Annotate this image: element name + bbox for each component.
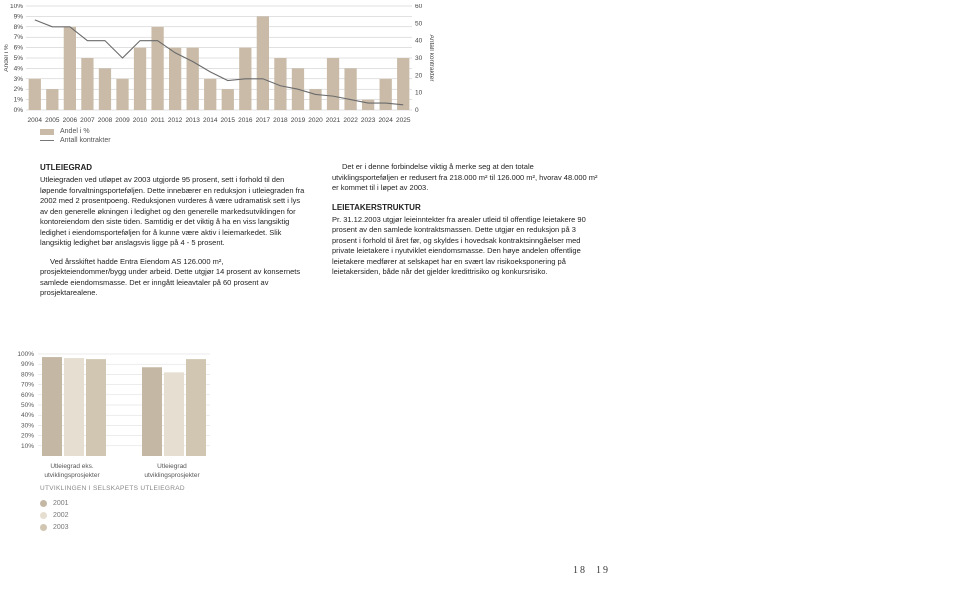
svg-text:60: 60 — [415, 4, 423, 10]
legend-label-1: Andel i % — [60, 128, 90, 135]
para-2: Ved årsskiftet hadde Entra Eiendom AS 12… — [40, 257, 308, 299]
svg-text:2008: 2008 — [98, 117, 113, 124]
bottom-chart-caption: UTVIKLINGEN I SELSKAPETS UTLEIEGRAD — [40, 485, 185, 492]
svg-text:2014: 2014 — [203, 117, 218, 124]
svg-text:10%: 10% — [21, 443, 34, 450]
svg-text:2010: 2010 — [133, 117, 148, 124]
svg-text:Utleiegrad eks.: Utleiegrad eks. — [50, 463, 94, 470]
svg-text:80%: 80% — [21, 371, 34, 378]
svg-text:20%: 20% — [21, 433, 34, 440]
svg-text:2013: 2013 — [185, 117, 200, 124]
svg-text:8%: 8% — [14, 24, 24, 31]
svg-text:2016: 2016 — [238, 117, 253, 124]
para-1: Utleiegraden ved utløpet av 2003 utgjord… — [40, 175, 308, 249]
svg-text:2021: 2021 — [326, 117, 341, 124]
svg-text:2022: 2022 — [343, 117, 358, 124]
svg-text:6%: 6% — [14, 45, 24, 52]
svg-text:40%: 40% — [21, 412, 34, 419]
svg-text:10: 10 — [415, 90, 423, 97]
svg-text:30: 30 — [415, 55, 423, 62]
contract-share-chart: 0% 1% 2% 3% 4% 5% 6% 7% 8% 9% 10% 0 10 20 30 40 50 60 Ande… — [4, 4, 434, 144]
svg-text:9%: 9% — [14, 13, 24, 20]
svg-text:90%: 90% — [21, 361, 34, 368]
legend-label-2: Antall kontrakter — [60, 137, 111, 144]
year-2002: 2002 — [53, 512, 69, 519]
body-text: UTLEIEGRAD Utleiegraden ved utløpet av 2… — [40, 162, 600, 299]
svg-text:2011: 2011 — [151, 117, 165, 124]
year-2001: 2001 — [53, 500, 69, 507]
svg-text:7%: 7% — [14, 34, 24, 41]
heading-leietaker: LEIETAKERSTRUKTUR — [332, 202, 600, 213]
svg-text:2%: 2% — [14, 86, 24, 93]
svg-text:4%: 4% — [14, 65, 24, 72]
svg-text:2015: 2015 — [221, 117, 236, 124]
svg-text:20: 20 — [415, 72, 423, 79]
svg-text:30%: 30% — [21, 422, 34, 429]
svg-text:Antall kontrakter: Antall kontrakter — [428, 35, 434, 83]
svg-text:Andel i %: Andel i % — [4, 44, 10, 72]
svg-text:2007: 2007 — [80, 117, 95, 124]
svg-text:60%: 60% — [21, 392, 34, 399]
svg-text:2025: 2025 — [396, 117, 411, 124]
svg-text:70%: 70% — [21, 382, 34, 389]
svg-text:2005: 2005 — [45, 117, 60, 124]
svg-text:Utleiegrad: Utleiegrad — [157, 463, 187, 470]
svg-text:2006: 2006 — [63, 117, 78, 124]
svg-text:2009: 2009 — [115, 117, 130, 124]
svg-text:50%: 50% — [21, 402, 34, 409]
page-numbers: 18 19 — [573, 565, 610, 576]
svg-text:0%: 0% — [14, 107, 24, 114]
svg-text:2023: 2023 — [361, 117, 376, 124]
para-4: Pr. 31.12.2003 utgjør leieinntekter fra … — [332, 215, 600, 278]
svg-text:100%: 100% — [17, 351, 34, 358]
heading-utleiegrad: UTLEIEGRAD — [40, 162, 308, 173]
para-3: Det er i denne forbindelse viktig å merk… — [332, 162, 600, 194]
svg-text:2012: 2012 — [168, 117, 183, 124]
top-chart-legend: Andel i % Antall kontrakter — [40, 128, 111, 146]
svg-text:utviklingsprosjekter: utviklingsprosjekter — [144, 472, 200, 479]
svg-text:50: 50 — [415, 20, 423, 27]
svg-text:3%: 3% — [14, 76, 24, 83]
svg-text:2020: 2020 — [308, 117, 323, 124]
svg-text:2018: 2018 — [273, 117, 288, 124]
svg-text:40: 40 — [415, 38, 423, 45]
svg-text:2017: 2017 — [256, 117, 271, 124]
year-2003: 2003 — [53, 524, 69, 531]
svg-text:1%: 1% — [14, 97, 24, 104]
svg-text:5%: 5% — [14, 55, 24, 62]
svg-text:2004: 2004 — [28, 117, 43, 124]
svg-text:utviklingsprosjekter: utviklingsprosjekter — [44, 472, 100, 479]
svg-text:0: 0 — [415, 107, 419, 114]
year-legend: 2001 2002 2003 — [40, 500, 69, 536]
svg-text:2024: 2024 — [378, 117, 393, 124]
svg-text:2019: 2019 — [291, 117, 306, 124]
svg-text:10%: 10% — [10, 4, 23, 10]
